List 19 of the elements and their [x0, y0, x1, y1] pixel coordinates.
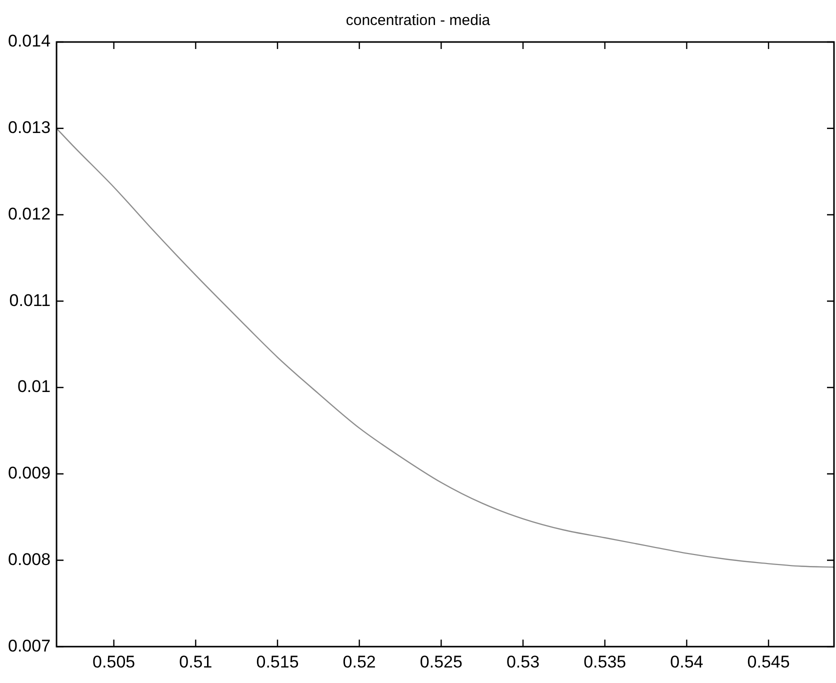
y-tick-label: 0.008 [8, 550, 51, 569]
chart-title: concentration - media [346, 12, 491, 30]
y-tick-label: 0.007 [8, 636, 51, 656]
x-tick-label: 0.535 [584, 652, 626, 672]
y-tick-label: 0.01 [17, 377, 51, 396]
line-series [56, 128, 834, 568]
y-tick-label: 0.012 [8, 204, 51, 224]
y-tick-label: 0.009 [8, 464, 51, 483]
x-tick-label: 0.54 [670, 652, 704, 672]
x-tick-label: 0.545 [747, 652, 790, 672]
x-tick-label: 0.505 [92, 652, 136, 672]
x-tick-label: 0.53 [506, 652, 540, 672]
y-tick-label: 0.014 [8, 32, 51, 51]
x-tick-label: 0.52 [342, 652, 376, 672]
x-tick-label: 0.525 [420, 652, 462, 672]
y-tick-label: 0.011 [9, 290, 51, 310]
y-tick-label: 0.013 [8, 118, 51, 138]
x-tick-label: 0.51 [179, 652, 212, 672]
x-tick-label: 0.515 [256, 652, 299, 672]
